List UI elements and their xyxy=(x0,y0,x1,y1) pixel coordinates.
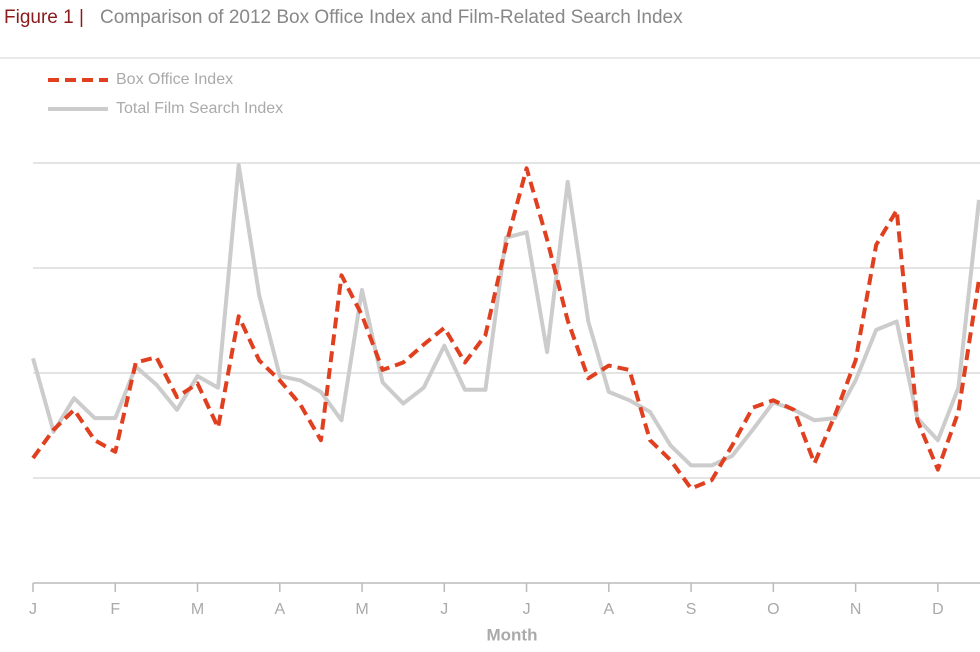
x-tick-label: M xyxy=(355,601,368,618)
x-axis-label: Month xyxy=(487,625,538,644)
x-tick-label: A xyxy=(274,601,285,618)
x-tick-label: J xyxy=(440,601,448,618)
chart-title: Comparison of 2012 Box Office Index and … xyxy=(100,7,683,28)
x-tick-label: O xyxy=(767,601,779,618)
x-tick-label: J xyxy=(523,601,531,618)
x-tick-label: F xyxy=(110,601,120,618)
legend-label: Box Office Index xyxy=(116,71,233,88)
series-line xyxy=(31,166,980,491)
legend-label: Total Film Search Index xyxy=(116,100,283,117)
figure-label: Figure 1 | xyxy=(4,7,84,28)
series-line xyxy=(31,163,980,468)
x-tick-label: J xyxy=(29,601,37,618)
x-tick-label: S xyxy=(686,601,697,618)
x-tick-label: M xyxy=(191,601,204,618)
x-tick-label: D xyxy=(932,601,944,618)
x-tick-label: A xyxy=(603,601,614,618)
x-tick-label: N xyxy=(850,601,862,618)
